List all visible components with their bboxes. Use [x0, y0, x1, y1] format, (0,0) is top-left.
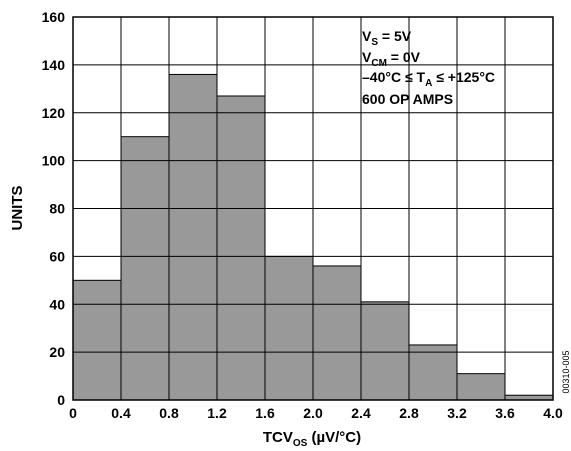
- annotation-vs: VS = 5V: [362, 28, 412, 48]
- y-tick-label: 100: [42, 153, 66, 169]
- histogram-bar: [168, 73, 218, 401]
- histogram-bar: [216, 95, 266, 401]
- y-tick-label: 60: [49, 248, 65, 264]
- y-tick-label: 40: [49, 296, 65, 312]
- x-tick-label: 0.8: [159, 405, 179, 421]
- x-tick-label: 2.0: [303, 405, 323, 421]
- histogram-bar: [360, 301, 410, 401]
- figure-id: 00310-005: [561, 350, 571, 393]
- plot-frame: [72, 16, 554, 401]
- histogram-bar: [408, 344, 458, 401]
- x-tick-label: 2.8: [399, 405, 419, 421]
- y-tick-label: 140: [42, 57, 66, 73]
- histogram-bar: [456, 373, 506, 401]
- x-tick-label: 3.6: [495, 405, 515, 421]
- x-tick-label: 1.2: [207, 405, 227, 421]
- y-tick-labels: 0 20 40 60 80 100 120 140 160: [42, 9, 66, 408]
- x-tick-labels: 0 0.4 0.8 1.2 1.6 2.0 2.4 2.8 3.2 3.6 4.0: [69, 405, 563, 421]
- histogram-bar: [264, 255, 314, 401]
- x-tick-label: 4.0: [543, 405, 563, 421]
- annotation-vcm: VCM = 0V: [362, 49, 421, 69]
- histogram-bar: [312, 265, 362, 401]
- annotation-sample-size: 600 OP AMPS: [362, 91, 453, 107]
- x-tick-label: 1.6: [255, 405, 275, 421]
- annotation-temp-range: –40°C ≤ TA ≤ +125°C: [362, 69, 495, 89]
- annotation-block: VS = 5V VCM = 0V –40°C ≤ TA ≤ +125°C 600…: [362, 28, 495, 107]
- x-tick-label: 2.4: [351, 405, 371, 421]
- x-tick-label: 0.4: [111, 405, 131, 421]
- y-tick-label: 120: [42, 105, 66, 121]
- x-axis-title-unit: (µV/°C): [307, 429, 361, 446]
- y-tick-label: 80: [49, 201, 65, 217]
- x-axis-title: TCVOS (µV/°C): [263, 429, 361, 449]
- y-axis-title: UNITS: [9, 186, 26, 231]
- bars-group: [72, 73, 554, 401]
- x-tick-label: 3.2: [447, 405, 467, 421]
- histogram-bar: [120, 136, 170, 401]
- x-tick-label: 0: [69, 405, 77, 421]
- y-tick-label: 160: [42, 9, 66, 25]
- y-tick-label: 0: [57, 392, 65, 408]
- histogram-bar: [72, 279, 122, 401]
- x-axis-title-sub: OS: [293, 438, 308, 449]
- y-tick-label: 20: [49, 344, 65, 360]
- x-axis-title-main: TCV: [263, 429, 293, 446]
